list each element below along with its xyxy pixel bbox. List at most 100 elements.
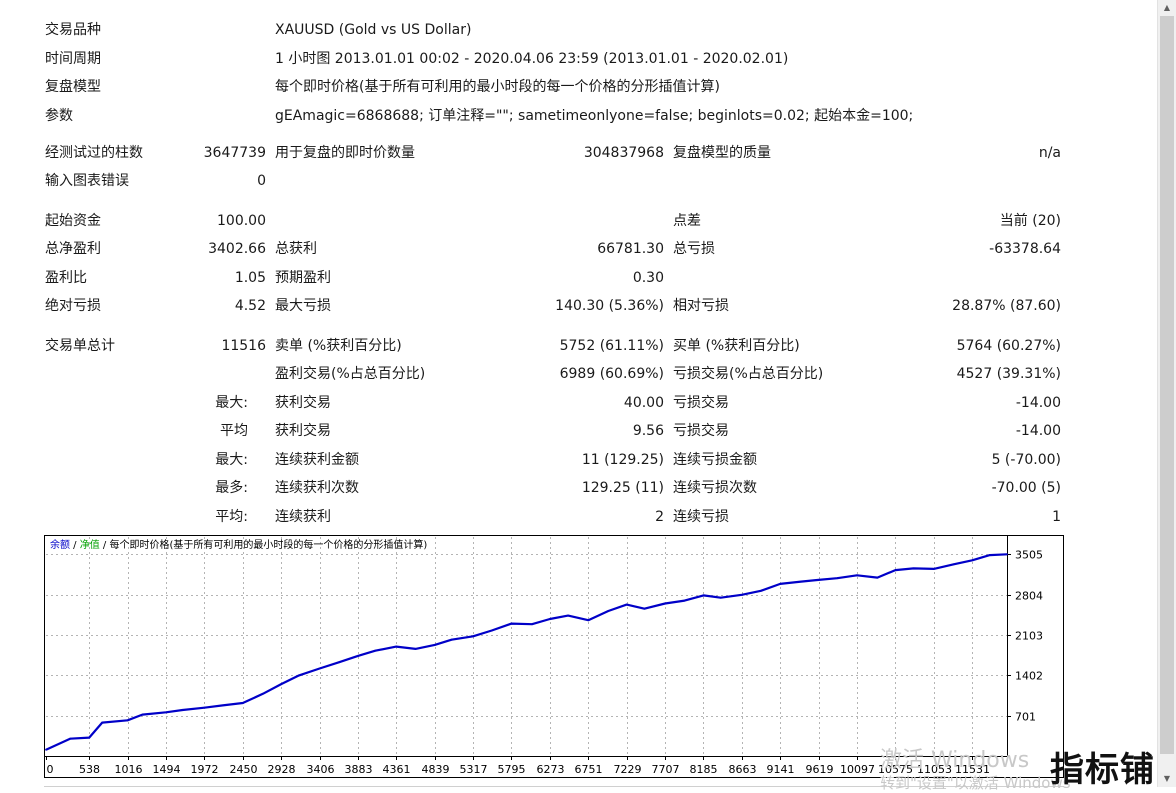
chart-x-tick-label: 10097 <box>840 763 875 776</box>
balance-series-point <box>587 619 590 622</box>
profit-trades-value: 6989 (60.69%) <box>559 366 664 382</box>
balance-series-point <box>607 610 610 612</box>
maximal-consecutive-wins-value: 129.25 (11) <box>581 480 664 496</box>
balance-series-point <box>395 645 398 648</box>
average-consecutive-losses-label: 连续亏损 <box>673 509 729 525</box>
total-trades-value: 11516 <box>221 338 266 354</box>
largest-prefix: 最大: <box>215 395 248 411</box>
chart-x-tick-label: 538 <box>79 763 100 776</box>
expected-payoff-label: 预期盈利 <box>275 270 331 286</box>
period-label: 时间周期 <box>45 51 101 67</box>
max-consecutive-losses-value: 5 (-70.00) <box>991 452 1061 468</box>
balance-series-point <box>836 577 839 580</box>
balance-series-point <box>510 622 513 625</box>
balance-series-point <box>894 569 897 571</box>
symbol-value: XAUUSD (Gold vs US Dollar) <box>275 22 472 38</box>
balance-series-point <box>414 648 417 650</box>
abs-drawdown-label: 绝对亏损 <box>45 298 101 314</box>
largest-profit-label: 获利交易 <box>275 395 331 411</box>
model-value: 每个即时价格(基于所有可利用的最小时段的每一个价格的分形插值计算) <box>275 79 720 95</box>
loss-trades-value: 4527 (39.31%) <box>956 366 1061 382</box>
balance-series-point <box>912 567 915 570</box>
chart-x-tick-label: 10575 <box>878 763 913 776</box>
gross-loss-label: 总亏损 <box>673 241 715 257</box>
ticks-value: 304837968 <box>583 145 664 161</box>
balance-series-point <box>549 618 551 620</box>
long-positions-label: 买单 (%获利百分比) <box>673 338 800 354</box>
params-value: gEAmagic=6868688; 订单注释=""; sametimeonlyo… <box>275 108 914 124</box>
balance-series-point <box>490 629 493 632</box>
balance-series-point <box>472 635 474 638</box>
balance-series-point <box>280 683 283 685</box>
activate-windows-watermark: 激活 Windows <box>880 748 1030 773</box>
balance-series-point <box>817 579 820 581</box>
legend-balance: 余额 <box>50 540 70 551</box>
balance-series-point <box>101 721 104 724</box>
balance-series-point <box>567 614 569 617</box>
average-consecutive-losses-value: 1 <box>1052 509 1061 525</box>
chart-x-tick-label: 6273 <box>537 763 565 776</box>
average-consecutive-prefix: 平均: <box>215 509 248 525</box>
profit-trades-label: 盈利交易(%占总百分比) <box>275 366 426 382</box>
spread-value: 当前 (20) <box>999 213 1061 229</box>
average-profit-label: 获利交易 <box>275 423 331 439</box>
chart-x-tick-label: 2450 <box>230 763 258 776</box>
chart-x-tick-label: 8185 <box>690 763 718 776</box>
chart-y-tick-label: 701 <box>1015 711 1036 724</box>
balance-series-point <box>241 702 244 704</box>
rel-drawdown-value: 28.87% (87.60) <box>952 298 1061 314</box>
scroll-down-arrow-icon[interactable]: ▼ <box>1158 771 1176 787</box>
max-consecutive-wins-value: 11 (129.25) <box>581 452 664 468</box>
balance-series-point <box>971 559 974 562</box>
abs-drawdown-value: 4.52 <box>234 298 266 314</box>
chart-x-tick-label: 5795 <box>498 763 526 776</box>
chart-y-tick-label: 2103 <box>1015 630 1043 643</box>
balance-series-point <box>165 711 167 714</box>
legend-equity: 净值 <box>79 540 100 551</box>
balance-series-point <box>221 704 224 707</box>
average-profit-value: 9.56 <box>632 423 664 439</box>
rel-drawdown-label: 相对亏损 <box>673 298 729 314</box>
gross-loss-value: -63378.64 <box>989 241 1061 257</box>
balance-series-point <box>664 602 666 605</box>
balance-series-point <box>988 554 991 556</box>
balance-series-point <box>141 713 144 716</box>
largest-loss-value: -14.00 <box>1015 395 1061 411</box>
scroll-up-arrow-icon[interactable]: ▲ <box>1158 0 1176 16</box>
balance-series-point <box>625 603 628 606</box>
balance-series-point <box>760 589 762 592</box>
balance-series-point <box>800 580 802 583</box>
chart-x-tick-label: 7707 <box>652 763 680 776</box>
ticks-label: 用于复盘的即时价数量 <box>275 145 415 161</box>
balance-series-point <box>69 737 71 740</box>
short-positions-value: 5752 (61.11%) <box>559 338 664 354</box>
balance-series-point <box>952 563 955 566</box>
balance-series-point <box>932 568 935 570</box>
chart-x-tick-label: 6751 <box>575 763 603 776</box>
gross-profit-label: 总获利 <box>275 241 317 257</box>
balance-series-point <box>181 709 184 711</box>
max-drawdown-label: 最大亏损 <box>275 298 331 314</box>
balance-series-point <box>683 599 686 602</box>
average-loss-label: 亏损交易 <box>673 423 729 439</box>
chart-x-tick-label: 4839 <box>422 763 450 776</box>
balance-series-point <box>779 583 782 585</box>
scrollbar-thumb[interactable] <box>1160 16 1174 754</box>
balance-series-point <box>338 661 341 664</box>
balance-series-point <box>357 655 359 657</box>
errors-label: 输入图表错误 <box>45 173 129 189</box>
balance-series-point <box>126 719 129 722</box>
chart-y-tick-label: 1402 <box>1015 670 1043 683</box>
maximal-consecutive-losses-value: -70.00 (5) <box>991 480 1061 496</box>
model-label: 复盘模型 <box>45 79 101 95</box>
max-consecutive-wins-label: 连续获利金额 <box>275 452 359 468</box>
chart-x-tick-label: 2928 <box>268 763 296 776</box>
total-trades-label: 交易单总计 <box>45 338 115 354</box>
balance-series-point <box>1006 553 1008 556</box>
quality-value: n/a <box>1038 145 1061 161</box>
net-profit-value: 3402.66 <box>208 241 266 257</box>
chart-x-tick-label: 5317 <box>460 763 488 776</box>
errors-value: 0 <box>257 173 266 189</box>
chart-x-tick-label: 9619 <box>806 763 834 776</box>
expected-payoff-value: 0.30 <box>632 270 664 286</box>
